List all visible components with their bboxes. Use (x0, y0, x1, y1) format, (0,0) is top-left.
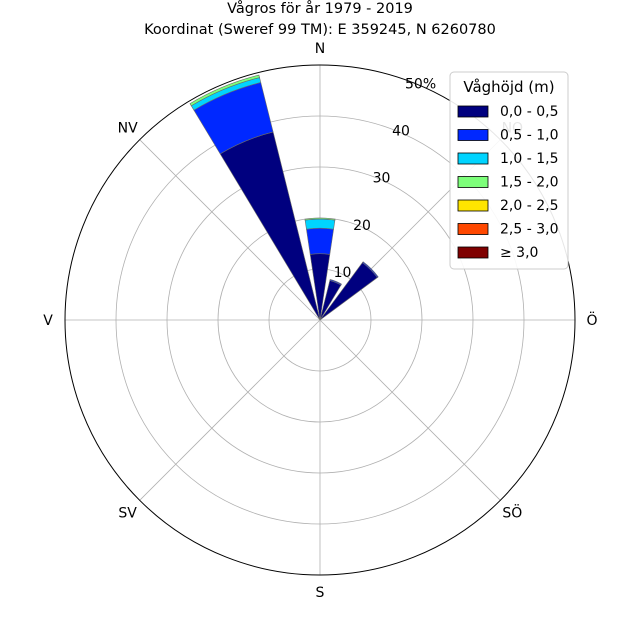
legend-swatch (457, 223, 489, 235)
sector-bar-segment (304, 218, 336, 230)
direction-label: NV (118, 121, 138, 137)
direction-label: S (316, 585, 325, 601)
sector-bars (189, 74, 379, 321)
sector-bar-segment (306, 227, 334, 255)
sector-bar-segment (309, 253, 331, 321)
legend-swatch (457, 152, 489, 165)
direction-label: V (43, 313, 53, 329)
legend-entry-label: 2,0 - 2,5 (500, 198, 558, 214)
direction-label: Ö (586, 311, 597, 329)
legend-entry-label: 0,5 - 1,0 (500, 128, 558, 144)
ring-label: 30 (373, 171, 391, 187)
direction-label: N (315, 41, 325, 57)
legend-swatch (457, 176, 489, 188)
sector-bar-segment (362, 261, 379, 278)
legend-swatch (457, 105, 489, 118)
grid-spoke (319, 319, 501, 501)
legend-entry-label: 2,5 - 3,0 (500, 222, 558, 238)
sector-bar-segment (189, 74, 260, 107)
legend-entry-label: 1,5 - 2,0 (500, 175, 558, 191)
grid-spoke (139, 139, 321, 321)
ring-labels: 10 20 30 40 50% (334, 76, 437, 280)
sector-bar-segment (219, 131, 321, 321)
legend-swatch (457, 129, 489, 141)
legend-entry-label: ≥ 3,0 (500, 245, 538, 261)
legend-entry-label: 0,0 - 0,5 (500, 104, 558, 120)
direction-label: SÖ (502, 503, 522, 521)
legend-entry-label: 1,0 - 1,5 (500, 151, 558, 167)
legend-entries: 0,0 - 0,5 0,5 - 1,0 1,0 - 1,5 1,5 - 2,0 2,0 … (457, 104, 558, 261)
ring-label: 20 (353, 218, 371, 234)
sector-bar-segment (329, 279, 342, 286)
ring-label: 50% (405, 76, 436, 92)
ring-label: 40 (392, 124, 410, 140)
sector-bar-segment (304, 217, 336, 221)
chart-title: Vågros för år 1979 - 2019 (227, 0, 413, 17)
chart-subtitle: Koordinat (Sweref 99 TM): E 359245, N 62… (144, 22, 496, 38)
ring-label: 10 (334, 265, 352, 281)
polar-frame (64, 64, 576, 576)
legend: Våghöjd (m) 0,0 - 0,5 0,5 - 1,0 1,0 - 1,5 1… (449, 71, 569, 270)
legend-swatch (457, 246, 489, 259)
legend-title: Våghöjd (m) (463, 78, 554, 96)
grid-spoke (139, 319, 321, 501)
direction-label: SV (118, 505, 137, 521)
legend-swatch (457, 199, 489, 212)
legend-frame (449, 71, 569, 270)
